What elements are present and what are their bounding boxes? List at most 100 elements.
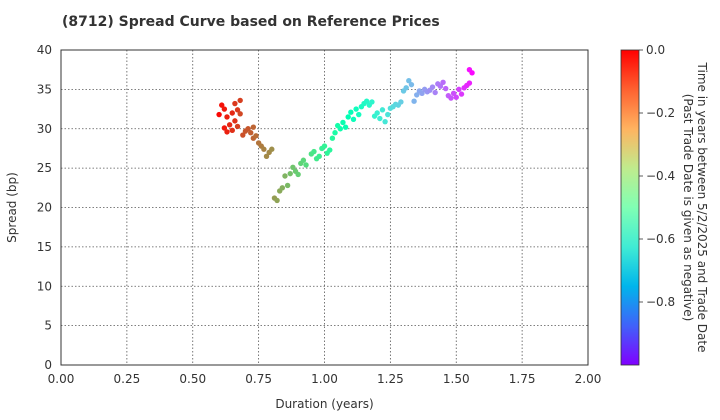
plot-frame	[60, 49, 589, 366]
data-point	[290, 164, 296, 171]
data-point	[329, 135, 336, 141]
x-tick-labels: 0.00 0.25 0.50 0.75 1.00 1.25 1.50 1.75 2.00	[48, 372, 602, 386]
data-point	[398, 99, 404, 105]
y-tick-label: 25	[37, 161, 52, 175]
data-point	[353, 106, 359, 112]
data-point	[282, 173, 288, 179]
data-point	[443, 85, 449, 92]
data-point	[303, 162, 309, 168]
x-tick-label: 0.25	[114, 372, 141, 386]
data-point	[216, 111, 222, 118]
x-tick-label: 0.50	[179, 372, 206, 386]
data-point	[450, 90, 457, 97]
data-point	[345, 114, 351, 120]
data-point	[240, 132, 246, 138]
data-point	[224, 129, 230, 135]
data-point	[229, 110, 235, 116]
data-point	[263, 153, 270, 160]
data-point	[377, 115, 383, 122]
data-point	[250, 124, 257, 130]
data-point	[408, 81, 415, 88]
data-point	[327, 147, 333, 153]
data-point	[221, 125, 228, 131]
data-point	[429, 84, 436, 90]
data-point	[300, 157, 307, 163]
data-point	[237, 111, 243, 117]
data-point	[274, 197, 280, 204]
data-point	[414, 92, 420, 98]
data-point	[411, 98, 417, 104]
data-point	[348, 109, 354, 115]
data-point	[432, 89, 438, 96]
y-tick-label: 15	[37, 240, 52, 254]
data-point	[382, 118, 388, 125]
data-point	[419, 90, 425, 97]
data-point	[287, 170, 293, 177]
data-point	[253, 133, 259, 139]
data-point	[350, 116, 357, 123]
data-point	[466, 80, 473, 86]
y-tick-label: 30	[37, 122, 52, 136]
colorbar-tick-label: −0.2	[646, 106, 675, 120]
data-point	[295, 171, 301, 178]
data-point	[237, 97, 243, 104]
data-point	[284, 182, 291, 189]
data-point	[403, 85, 409, 91]
data-point	[229, 127, 235, 134]
data-point	[332, 129, 338, 136]
data-point	[356, 111, 362, 118]
data-point	[279, 185, 286, 191]
data-point	[340, 119, 346, 126]
data-point	[245, 126, 251, 132]
y-tick-labels: 0 5 10 15 20 25 30 35 40	[37, 43, 52, 372]
data-point	[374, 110, 380, 116]
colorbar-tick-label: 0.0	[646, 43, 665, 57]
data-point	[448, 95, 454, 101]
data-point	[221, 106, 228, 112]
data-point	[321, 143, 328, 149]
data-point	[269, 146, 275, 152]
y-tick-label: 35	[37, 82, 52, 96]
data-point	[437, 83, 444, 89]
grid-lines	[61, 50, 588, 365]
colorbar-tick-label: −0.6	[646, 232, 675, 246]
x-tick-label: 1.75	[509, 372, 536, 386]
data-point	[232, 118, 238, 124]
data-point	[385, 111, 391, 118]
data-point	[311, 148, 317, 155]
x-tick-label: 2.00	[575, 372, 602, 386]
colorbar	[620, 49, 640, 366]
colorbar-tick-label: −0.8	[646, 295, 675, 309]
data-point	[406, 78, 412, 84]
data-point	[342, 124, 349, 130]
x-tick-label: 1.25	[377, 372, 404, 386]
x-axis-label: Duration (years)	[275, 397, 373, 411]
colorbar-ticks: 0.0 −0.2 −0.4 −0.6 −0.8	[639, 43, 675, 309]
data-point	[219, 102, 225, 108]
data-point	[440, 79, 446, 85]
x-tick-label: 0.75	[245, 372, 272, 386]
data-point	[261, 146, 267, 152]
chart-title: (8712) Spread Curve based on Reference P…	[62, 14, 440, 30]
data-point	[379, 107, 386, 113]
data-point	[232, 100, 238, 107]
data-point	[456, 86, 462, 93]
data-point	[453, 94, 459, 100]
y-tick-label: 0	[44, 358, 52, 372]
data-point	[369, 99, 375, 105]
data-point	[226, 122, 233, 128]
data-point	[363, 98, 370, 104]
data-points	[216, 66, 475, 204]
colorbar-label-line1: Time in years between 5/2/2025 and Trade…	[695, 62, 709, 353]
data-point	[224, 114, 230, 120]
x-tick-label: 1.00	[311, 372, 338, 386]
x-tick-label: 1.50	[443, 372, 470, 386]
y-tick-label: 20	[37, 201, 52, 215]
data-point	[337, 126, 344, 132]
data-point	[469, 70, 475, 76]
data-point	[234, 107, 241, 113]
x-tick-label: 0.00	[48, 372, 75, 386]
colorbar-label-line2: (Past Trade Date is given as negative)	[681, 94, 695, 322]
data-point	[458, 91, 465, 97]
